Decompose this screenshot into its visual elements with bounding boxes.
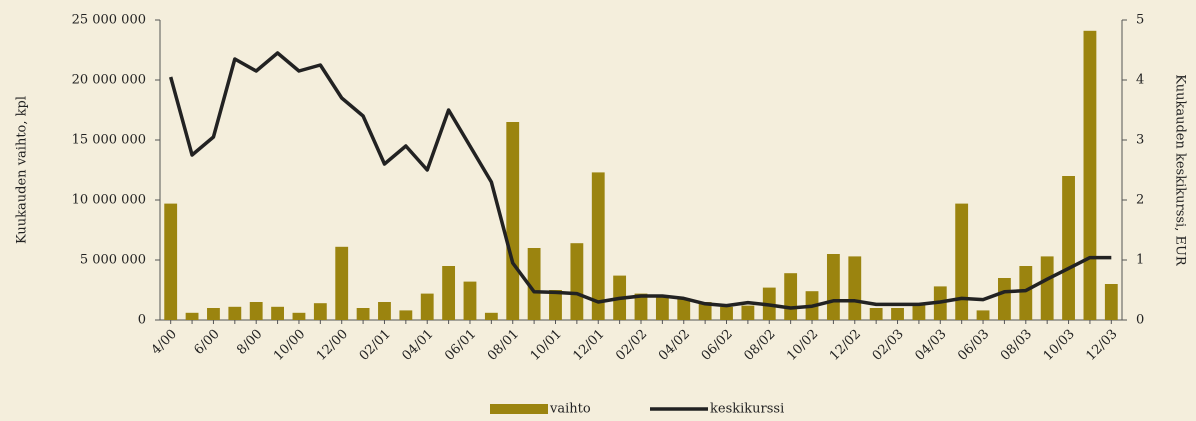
bar — [848, 256, 862, 320]
y-tick-label: 25 000 000 — [72, 13, 146, 28]
bar — [998, 278, 1011, 320]
bar — [698, 302, 712, 320]
x-tick-label: 02/03 — [870, 327, 907, 364]
x-tick-label: 02/02 — [613, 327, 650, 364]
legend-label: vaihto — [549, 402, 591, 417]
bar — [976, 310, 990, 320]
legend-label: keskikurssi — [710, 402, 784, 417]
x-tick-label: 12/01 — [570, 327, 607, 364]
line — [169, 51, 1112, 310]
bar — [378, 302, 391, 320]
y2-tick-label: 0 — [1136, 313, 1144, 328]
x-tick-label: 06/03 — [955, 327, 992, 364]
x-tick-label: 06/01 — [442, 327, 479, 364]
bar — [1083, 30, 1097, 321]
bar — [869, 308, 883, 320]
bar — [1062, 176, 1075, 320]
x-tick-label: 10/02 — [784, 327, 821, 364]
bar — [655, 296, 669, 320]
x-tick-label: 12/02 — [827, 327, 864, 364]
bar — [207, 308, 220, 320]
bar — [506, 122, 520, 320]
x-tick-label: 4/00 — [149, 327, 180, 358]
x-tick-label: 12/00 — [314, 327, 351, 364]
y-tick-label: 10 000 000 — [72, 193, 146, 208]
x-tick-label: 04/02 — [656, 327, 693, 364]
bar — [463, 281, 477, 320]
y2-tick-label: 2 — [1136, 193, 1144, 208]
bar — [484, 312, 498, 320]
bar — [442, 266, 456, 320]
x-tick-label: 08/01 — [485, 327, 522, 364]
x-tick-label: 08/02 — [741, 327, 778, 364]
bar — [399, 310, 413, 320]
x-tick-label: 8/00 — [234, 327, 265, 358]
bar — [313, 303, 327, 320]
bar — [741, 305, 755, 320]
bar — [549, 290, 562, 320]
x-tick-label: 6/00 — [191, 327, 222, 358]
x-tick-label: 04/01 — [399, 327, 436, 364]
bar — [1040, 256, 1054, 320]
x-tick-label: 10/01 — [528, 327, 565, 364]
bar — [292, 312, 306, 320]
bar — [891, 308, 904, 320]
bar — [271, 306, 284, 320]
bar — [420, 293, 434, 320]
y2-tick-label: 5 — [1136, 13, 1144, 28]
bar — [912, 303, 926, 320]
bar — [164, 203, 178, 320]
y2-tick-label: 1 — [1136, 253, 1144, 268]
legend-swatch — [490, 404, 548, 414]
y-tick-label: 5 000 000 — [80, 253, 146, 268]
bar — [784, 273, 798, 320]
y-tick-label: 20 000 000 — [72, 73, 146, 88]
bar — [720, 306, 733, 320]
bar — [1104, 284, 1118, 320]
bar — [955, 203, 969, 320]
bar — [591, 172, 605, 320]
y-tick-label: 15 000 000 — [72, 133, 146, 148]
bar — [356, 308, 370, 320]
bar — [249, 302, 263, 320]
bar — [527, 248, 541, 320]
x-tick-label: 02/01 — [357, 327, 394, 364]
x-tick-label: 10/03 — [1041, 327, 1078, 364]
bar — [570, 243, 584, 320]
y2-tick-label: 4 — [1136, 73, 1144, 88]
y2-axis-label: Kuukauden keskikurssi, EUR — [1173, 74, 1188, 267]
x-tick-label: 06/02 — [699, 327, 736, 364]
y-axis-label: Kuukauden vaihto, kpl — [15, 96, 30, 244]
x-tick-label: 08/03 — [998, 327, 1035, 364]
bar — [826, 254, 840, 320]
bar — [1019, 266, 1033, 320]
x-tick-label: 10/00 — [271, 327, 308, 364]
bar — [634, 293, 648, 320]
y2-tick-label: 3 — [1136, 133, 1144, 148]
x-tick-label: 12/03 — [1084, 327, 1121, 364]
y-tick-label: 0 — [138, 313, 146, 328]
bar — [228, 306, 242, 320]
bar — [677, 298, 691, 320]
bar — [335, 246, 349, 320]
x-tick-label: 04/03 — [912, 327, 949, 364]
bar — [185, 312, 199, 320]
